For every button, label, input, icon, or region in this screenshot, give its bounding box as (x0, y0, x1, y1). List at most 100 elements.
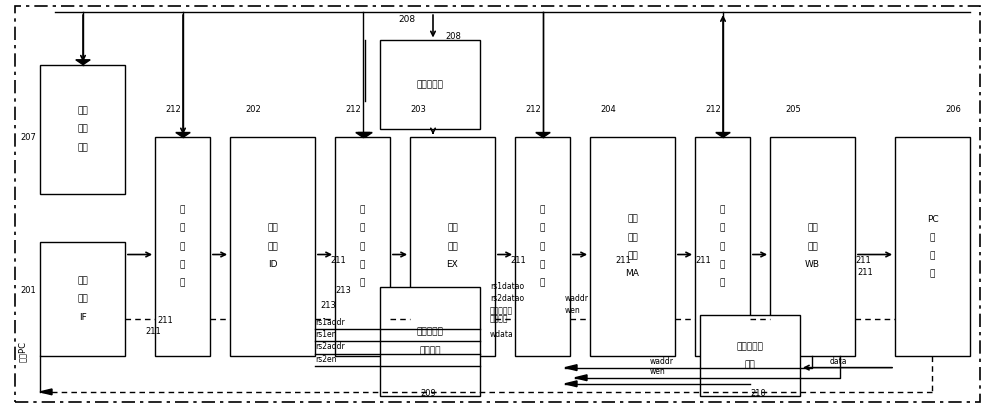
Text: data: data (830, 357, 848, 366)
Text: 模块: 模块 (77, 295, 88, 303)
FancyBboxPatch shape (155, 137, 210, 356)
Text: 存器文件: 存器文件 (490, 314, 509, 323)
Text: 模块: 模块 (447, 242, 458, 251)
Text: IF: IF (79, 313, 86, 322)
Text: 级: 级 (720, 206, 725, 215)
Text: 器: 器 (540, 278, 545, 287)
Text: rs1datao: rs1datao (490, 282, 524, 291)
Text: wen: wen (650, 367, 666, 376)
Text: 寄: 寄 (720, 242, 725, 251)
Text: 213: 213 (320, 301, 336, 309)
Text: 流水: 流水 (77, 107, 88, 116)
Text: 模块: 模块 (77, 143, 88, 152)
Text: 级: 级 (360, 206, 365, 215)
Text: EX: EX (447, 260, 458, 269)
Text: 器: 器 (930, 269, 935, 278)
FancyBboxPatch shape (770, 137, 855, 356)
Polygon shape (565, 365, 577, 370)
Text: 器: 器 (720, 278, 725, 287)
Text: rs2addr: rs2addr (315, 343, 345, 351)
Text: 寄: 寄 (540, 242, 545, 251)
Text: 212: 212 (705, 105, 721, 114)
Text: 204: 204 (600, 105, 616, 114)
Text: 器: 器 (360, 278, 365, 287)
Text: 器: 器 (180, 278, 185, 287)
Text: 模块: 模块 (745, 360, 755, 369)
Text: rs1en: rs1en (315, 330, 336, 339)
Text: 211: 211 (330, 256, 346, 265)
Text: 207: 207 (20, 133, 36, 142)
Text: ID: ID (268, 260, 277, 269)
Text: 寄: 寄 (180, 242, 185, 251)
Polygon shape (575, 375, 587, 381)
Text: rs2datao: rs2datao (490, 294, 524, 303)
Text: 存储: 存储 (627, 215, 638, 224)
Text: 208: 208 (445, 32, 461, 41)
Text: 211: 211 (510, 256, 526, 265)
Text: 212: 212 (345, 105, 361, 114)
Polygon shape (536, 133, 550, 137)
Text: wen: wen (565, 306, 581, 315)
Polygon shape (716, 133, 730, 137)
Text: 202: 202 (245, 105, 261, 114)
Text: 级: 级 (180, 206, 185, 215)
Text: 回写: 回写 (807, 224, 818, 233)
Text: 存: 存 (930, 251, 935, 260)
Text: WB: WB (805, 260, 820, 269)
Text: 寄: 寄 (360, 242, 365, 251)
Text: rs1addr: rs1addr (315, 318, 345, 327)
Text: 间: 间 (180, 224, 185, 233)
Polygon shape (76, 60, 90, 65)
Text: 级: 级 (540, 206, 545, 215)
Text: 取指: 取指 (77, 276, 88, 285)
Text: 执行: 执行 (447, 224, 458, 233)
Text: MA: MA (626, 269, 639, 278)
Text: 213: 213 (335, 286, 351, 295)
Text: rs2en: rs2en (315, 355, 336, 364)
FancyBboxPatch shape (40, 65, 125, 194)
Text: 205: 205 (785, 105, 801, 114)
Text: 访问: 访问 (627, 233, 638, 242)
Text: 210: 210 (750, 389, 766, 398)
Text: 寄: 寄 (930, 233, 935, 242)
FancyBboxPatch shape (230, 137, 315, 356)
FancyBboxPatch shape (590, 137, 675, 356)
Text: 211: 211 (857, 268, 873, 277)
Text: 指令PC: 指令PC (18, 341, 26, 362)
Text: 译码: 译码 (267, 224, 278, 233)
Text: 211: 211 (157, 316, 173, 325)
Text: 203: 203 (410, 105, 426, 114)
Text: 模块: 模块 (267, 242, 278, 251)
Text: wdata: wdata (490, 330, 514, 339)
Text: 208: 208 (398, 15, 415, 24)
Text: 模块: 模块 (807, 242, 818, 251)
FancyBboxPatch shape (695, 137, 750, 356)
Polygon shape (358, 133, 372, 137)
Polygon shape (176, 133, 190, 137)
Text: 间: 间 (720, 224, 725, 233)
Text: 201: 201 (20, 286, 36, 295)
Text: 209: 209 (420, 389, 436, 398)
Text: 存器文件: 存器文件 (419, 346, 441, 355)
Text: 206: 206 (945, 105, 961, 114)
FancyBboxPatch shape (380, 40, 480, 129)
Polygon shape (356, 133, 370, 137)
Text: 纠检错模块: 纠检错模块 (417, 80, 443, 89)
Text: 校验码产生: 校验码产生 (737, 342, 763, 351)
Text: 212: 212 (525, 105, 541, 114)
FancyBboxPatch shape (335, 137, 390, 356)
Text: waddr: waddr (565, 294, 589, 303)
Text: 存: 存 (720, 260, 725, 269)
Polygon shape (565, 381, 577, 387)
Text: 间: 间 (540, 224, 545, 233)
FancyBboxPatch shape (515, 137, 570, 356)
Text: 211: 211 (855, 256, 871, 265)
Text: 存: 存 (540, 260, 545, 269)
FancyBboxPatch shape (40, 242, 125, 356)
Polygon shape (40, 389, 52, 395)
Text: 存: 存 (180, 260, 185, 269)
FancyBboxPatch shape (410, 137, 495, 356)
Text: 211: 211 (695, 256, 711, 265)
Text: 间: 间 (360, 224, 365, 233)
Text: PC: PC (927, 215, 938, 224)
